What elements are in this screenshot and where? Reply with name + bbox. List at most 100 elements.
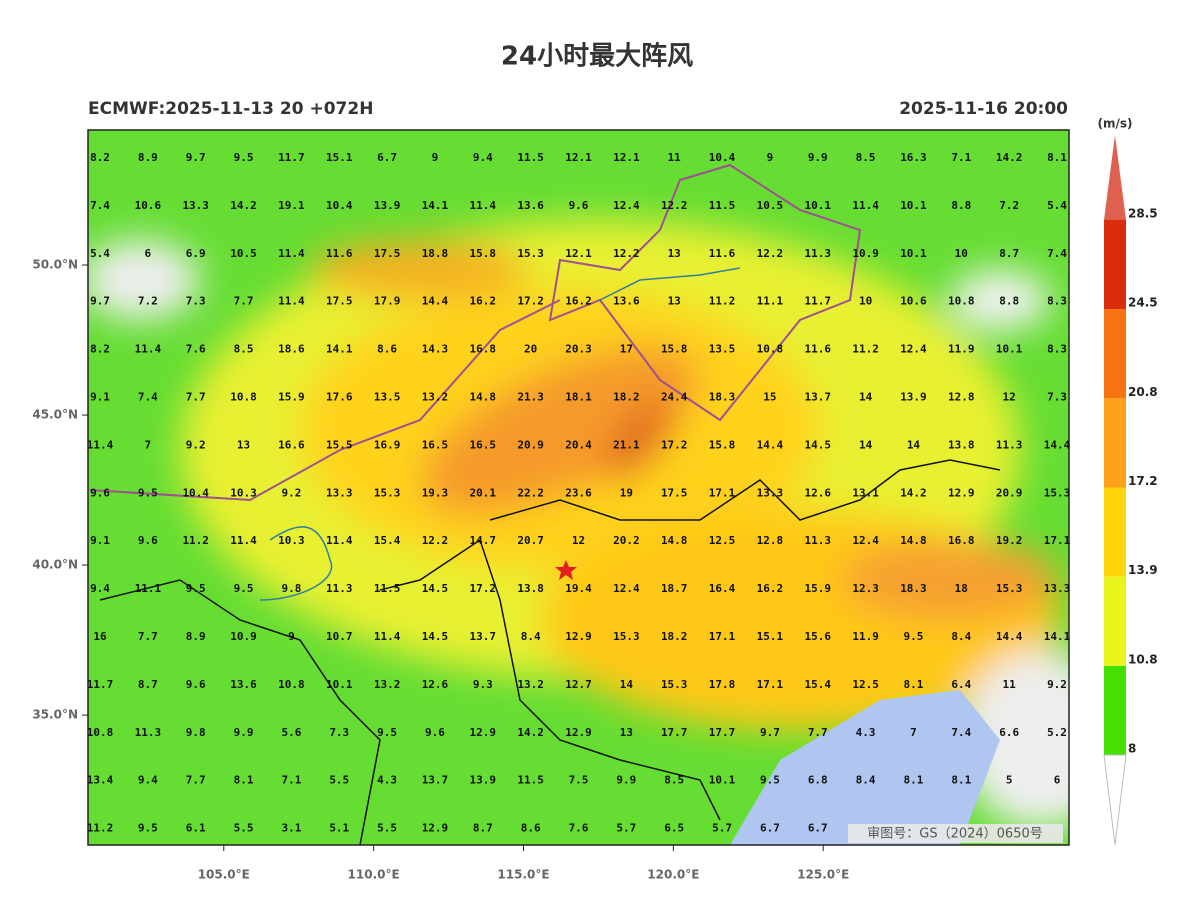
y-tick-label: 45.0°N [32, 408, 78, 422]
title: 24小时最大阵风 [501, 42, 693, 72]
grid-value: 7.4 [1047, 247, 1067, 260]
grid-value: 13.4 [87, 774, 114, 787]
colorbar-band [1104, 220, 1126, 310]
colorbar-band [1104, 309, 1126, 399]
grid-value: 11.2 [87, 822, 114, 835]
grid-value: 13.3 [326, 486, 353, 499]
grid-value: 10.8 [278, 678, 305, 691]
grid-value: 16.5 [422, 438, 449, 451]
grid-value: 8.8 [999, 295, 1019, 308]
grid-value: 9.9 [616, 774, 636, 787]
grid-value: 12.9 [470, 726, 497, 739]
grid-value: 12.8 [757, 534, 784, 547]
grid-value: 14 [859, 438, 873, 451]
y-tick-label: 50.0°N [32, 258, 78, 272]
grid-value: 5.7 [712, 822, 732, 835]
grid-value: 9.4 [138, 774, 158, 787]
grid-value: 15.9 [278, 391, 305, 404]
grid-value: 20.9 [517, 438, 544, 451]
grid-value: 6.1 [186, 822, 206, 835]
grid-value: 19 [620, 486, 633, 499]
grid-value: 10.8 [757, 343, 784, 356]
grid-value: 19.1 [278, 199, 305, 212]
grid-value: 6.6 [999, 726, 1019, 739]
grid-value: 11.9 [948, 343, 975, 356]
grid-value: 12.8 [948, 391, 975, 404]
grid-value: 15.4 [374, 534, 401, 547]
grid-value: 15.3 [374, 486, 401, 499]
grid-value: 13.3 [1044, 582, 1071, 595]
grid-value: 7.7 [186, 391, 206, 404]
grid-value: 11.5 [374, 582, 401, 595]
grid-value: 19.4 [565, 582, 592, 595]
grid-value: 10.1 [996, 343, 1023, 356]
grid-value: 10.9 [230, 630, 257, 643]
grid-value: 12.5 [709, 534, 736, 547]
grid-value: 20.4 [565, 438, 592, 451]
grid-value: 12 [1003, 391, 1016, 404]
grid-value: 4.3 [377, 774, 397, 787]
grid-value: 14.8 [661, 534, 688, 547]
grid-value: 11.5 [709, 199, 736, 212]
grid-value: 14.5 [422, 630, 449, 643]
watermark: 审图号：GS（2024）0650号 [867, 827, 1043, 842]
grid-value: 18.3 [709, 391, 736, 404]
grid-value: 5.1 [329, 822, 349, 835]
grid-value: 16.2 [757, 582, 784, 595]
grid-value: 16.3 [900, 151, 927, 164]
grid-value: 12.9 [565, 630, 592, 643]
grid-value: 15.6 [805, 630, 832, 643]
grid-value: 9.7 [760, 726, 780, 739]
grid-value: 13.7 [470, 630, 497, 643]
grid-value: 11.2 [182, 534, 209, 547]
grid-value: 10.3 [230, 486, 257, 499]
grid-value: 16.9 [374, 438, 401, 451]
grid-value: 11.4 [852, 199, 879, 212]
x-tick-label: 110.0°E [348, 868, 400, 882]
grid-value: 7 [145, 438, 152, 451]
grid-value: 7.3 [186, 295, 206, 308]
grid-value: 10 [859, 295, 872, 308]
grid-value: 7.6 [569, 822, 589, 835]
grid-value: 8.5 [856, 151, 876, 164]
grid-value: 18.8 [422, 247, 449, 260]
grid-value: 7.1 [951, 151, 971, 164]
grid-value: 9.4 [90, 582, 110, 595]
grid-value: 11.1 [135, 582, 162, 595]
grid-value: 8.2 [90, 151, 110, 164]
grid-value: 11.5 [517, 151, 544, 164]
grid-value: 10.4 [182, 486, 209, 499]
grid-value: 6.5 [664, 822, 684, 835]
grid-value: 20.7 [517, 534, 544, 547]
grid-value: 8.7 [138, 678, 158, 691]
grid-value: 18.6 [278, 343, 305, 356]
grid-value: 14.5 [422, 582, 449, 595]
grid-value: 9.2 [281, 486, 301, 499]
grid-value: 11.3 [326, 582, 353, 595]
grid-value: 7.2 [999, 199, 1019, 212]
grid-value: 5.4 [1047, 199, 1067, 212]
grid-value: 20.9 [996, 486, 1023, 499]
grid-value: 10.8 [948, 295, 975, 308]
y-tick-label: 40.0°N [32, 558, 78, 572]
grid-value: 9.5 [760, 774, 780, 787]
grid-value: 9.6 [90, 486, 110, 499]
grid-value: 12.2 [757, 247, 784, 260]
grid-value: 9.1 [90, 391, 110, 404]
grid-value: 14.4 [996, 630, 1023, 643]
grid-value: 9.5 [234, 151, 254, 164]
grid-value: 15.3 [613, 630, 640, 643]
grid-value: 14.8 [900, 534, 927, 547]
grid-value: 13.6 [517, 199, 544, 212]
grid-value: 18 [955, 582, 968, 595]
grid-value: 20.3 [565, 343, 592, 356]
grid-value: 7.3 [329, 726, 349, 739]
grid-value: 13.7 [805, 391, 832, 404]
grid-value: 7.5 [569, 774, 589, 787]
grid-value: 14 [859, 391, 873, 404]
grid-value: 13 [237, 438, 250, 451]
grid-value: 10.5 [230, 247, 257, 260]
grid-value: 10.5 [757, 199, 784, 212]
grid-value: 15.3 [1044, 486, 1071, 499]
grid-value: 11.9 [852, 630, 879, 643]
